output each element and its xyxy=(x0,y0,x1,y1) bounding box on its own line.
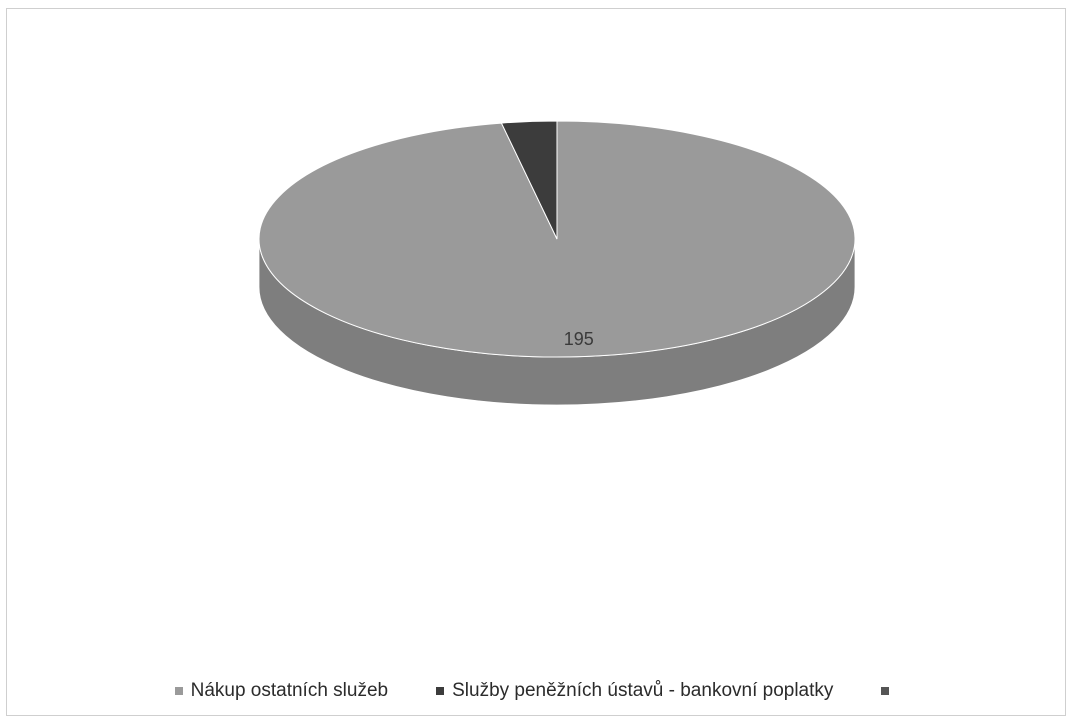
legend-swatch-1 xyxy=(436,687,445,695)
legend-label-1: Služby peněžních ústavů - bankovní popla… xyxy=(452,680,834,701)
pie-slice-1 xyxy=(500,120,558,240)
legend-entry: Služby peněžních ústavů - bankovní popla… xyxy=(436,680,833,702)
legend-swatch-2 xyxy=(881,687,890,695)
pie-chart: 195 xyxy=(258,120,856,406)
legend-label-0: Nákup ostatních služeb xyxy=(190,680,389,701)
legend: Nákup ostatních služeb Služby peněžních … xyxy=(7,676,1065,706)
data-label-0: 195 xyxy=(564,329,594,349)
legend-entry: Nákup ostatních služeb xyxy=(174,680,389,702)
legend-swatch-0 xyxy=(174,687,183,695)
legend-entry xyxy=(881,687,897,695)
chart-area: 195 Nákup ostatních služeb Služby peněžn… xyxy=(6,8,1066,716)
